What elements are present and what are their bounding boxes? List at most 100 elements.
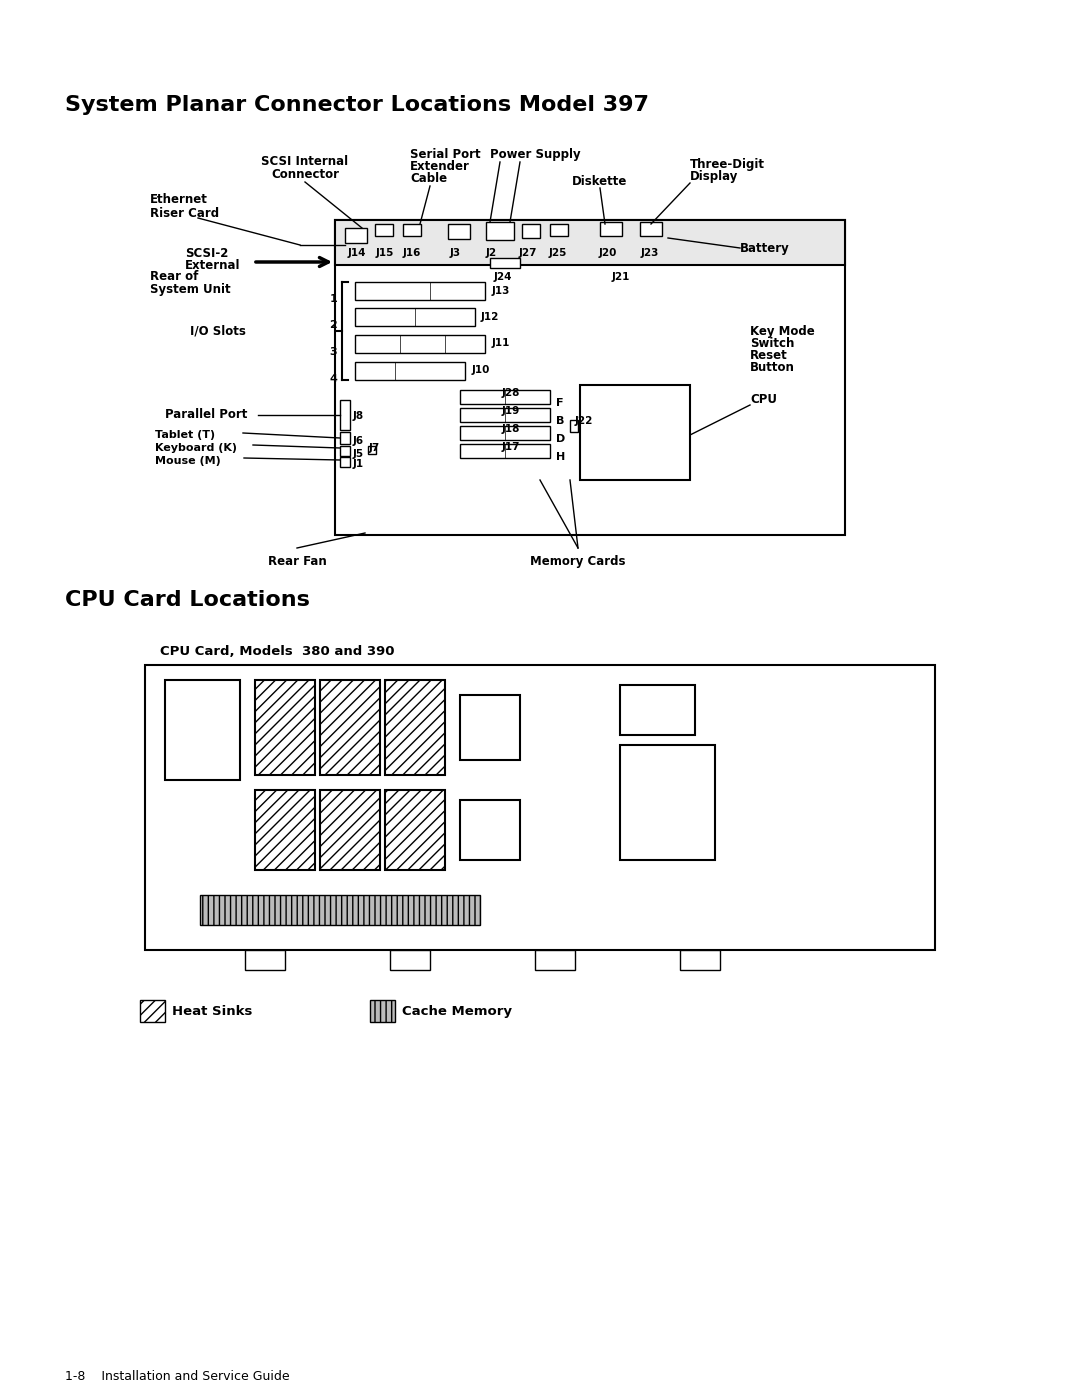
Text: SCSI Internal: SCSI Internal (261, 155, 349, 168)
Text: J8: J8 (353, 411, 364, 420)
Text: J2: J2 (486, 249, 497, 258)
Bar (320, 789, 380, 870)
Text: J27: J27 (519, 249, 538, 258)
Bar (200, 895, 480, 925)
Text: Tablet (T): Tablet (T) (156, 430, 215, 440)
Text: CPU Card, Models  380 and 390: CPU Card, Models 380 and 390 (160, 645, 394, 658)
Bar (145, 665, 935, 950)
Text: Heat Sinks: Heat Sinks (172, 1004, 253, 1018)
Text: Riser Card: Riser Card (150, 207, 219, 219)
Text: Parallel Port: Parallel Port (165, 408, 247, 420)
Text: Connector: Connector (271, 168, 339, 182)
Text: J3: J3 (450, 249, 461, 258)
Text: H: H (556, 453, 565, 462)
Bar (403, 224, 421, 236)
Text: I/O Slots: I/O Slots (190, 326, 246, 338)
Bar (680, 950, 720, 970)
Bar (460, 408, 550, 422)
Bar (570, 420, 578, 432)
Text: J25: J25 (549, 249, 567, 258)
Text: 4: 4 (329, 374, 337, 384)
Bar (335, 219, 845, 265)
Bar (165, 680, 240, 780)
Text: Diskette: Diskette (572, 175, 627, 189)
Text: J10: J10 (472, 365, 490, 374)
Text: Ethernet: Ethernet (150, 193, 207, 205)
Text: Display: Display (690, 170, 739, 183)
Text: J17: J17 (502, 441, 521, 453)
Bar (448, 224, 470, 239)
Text: System Planar Connector Locations Model 397: System Planar Connector Locations Model … (65, 95, 649, 115)
Text: Mouse (M): Mouse (M) (156, 455, 220, 467)
Text: Cache Memory: Cache Memory (402, 1004, 512, 1018)
Bar (640, 222, 662, 236)
Text: J24: J24 (494, 272, 513, 282)
Bar (340, 446, 350, 455)
Text: J22: J22 (575, 416, 593, 426)
Text: J19: J19 (502, 407, 521, 416)
Bar (245, 950, 285, 970)
Text: J11: J11 (492, 338, 511, 348)
Text: Button: Button (750, 360, 795, 374)
Text: Rear of: Rear of (150, 270, 199, 284)
Bar (460, 694, 519, 760)
Text: Switch: Switch (750, 337, 795, 351)
Text: J21: J21 (612, 272, 631, 282)
Text: Serial Port: Serial Port (410, 148, 481, 161)
Bar (355, 362, 465, 380)
Text: Extender: Extender (410, 161, 470, 173)
Text: J20: J20 (599, 249, 618, 258)
Bar (355, 335, 485, 353)
Text: 1: 1 (329, 293, 337, 305)
Text: J12: J12 (481, 312, 499, 321)
Text: J28: J28 (502, 388, 521, 398)
Bar (390, 950, 430, 970)
Bar (340, 432, 350, 444)
Bar (255, 680, 315, 775)
Bar (335, 219, 845, 535)
Bar (340, 457, 350, 467)
Bar (375, 224, 393, 236)
Bar (580, 386, 690, 481)
Bar (460, 390, 550, 404)
Text: SCSI-2: SCSI-2 (185, 247, 228, 260)
Text: Battery: Battery (740, 242, 789, 256)
Bar (355, 307, 475, 326)
Text: J16: J16 (403, 249, 421, 258)
Bar (345, 228, 367, 243)
Text: J1: J1 (353, 460, 364, 469)
Text: J18: J18 (502, 425, 521, 434)
Text: B: B (556, 416, 565, 426)
Text: J5: J5 (353, 448, 364, 460)
Bar (460, 800, 519, 861)
Bar (600, 222, 622, 236)
Bar (620, 685, 696, 735)
Text: J7: J7 (369, 443, 380, 453)
Bar (320, 680, 380, 775)
Text: 3: 3 (329, 346, 337, 358)
Text: 2: 2 (329, 320, 337, 330)
Text: Cable: Cable (410, 172, 447, 184)
Bar (140, 1000, 165, 1023)
Bar (522, 224, 540, 237)
Bar (368, 446, 376, 454)
Text: External: External (185, 258, 241, 272)
Bar (460, 426, 550, 440)
Bar (486, 222, 514, 240)
Text: J6: J6 (353, 436, 364, 446)
Bar (370, 1000, 395, 1023)
Bar (620, 745, 715, 861)
Bar (340, 400, 350, 430)
Text: System Unit: System Unit (150, 284, 231, 296)
Text: D: D (556, 434, 565, 444)
Text: CPU: CPU (750, 393, 777, 407)
Bar (535, 950, 575, 970)
Text: Key Mode: Key Mode (750, 326, 814, 338)
Text: Keyboard (K): Keyboard (K) (156, 443, 237, 453)
Text: Three-Digit: Three-Digit (690, 158, 765, 170)
Bar (550, 224, 568, 236)
Text: 1-8    Installation and Service Guide: 1-8 Installation and Service Guide (65, 1370, 289, 1383)
Text: J14: J14 (348, 249, 366, 258)
Text: CPU Card Locations: CPU Card Locations (65, 590, 310, 610)
Bar (384, 789, 445, 870)
